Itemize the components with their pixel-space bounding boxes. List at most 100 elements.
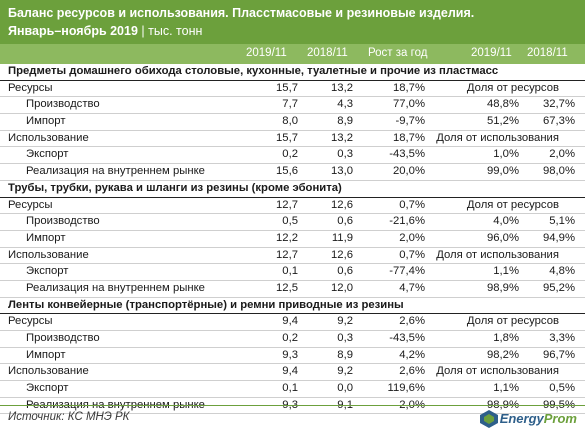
value-2018: 9,1	[337, 398, 353, 411]
value-2019: 12,2	[276, 231, 298, 244]
growth-value: -21,6%	[389, 215, 425, 228]
value-2019: 9,4	[282, 315, 298, 328]
row-label: Экспорт	[26, 148, 69, 161]
group-row: Ресурсы 15,7 13,2 18,7% Доля от ресурсов	[0, 81, 585, 98]
share-2019: 99,0%	[486, 165, 519, 178]
value-2018: 9,2	[337, 365, 353, 378]
share-2019: 96,0%	[486, 231, 519, 244]
table-row: Импорт 8,0 8,9 -9,7% 51,2% 67,3%	[0, 114, 585, 131]
share-2018: 98,0%	[542, 165, 575, 178]
share-2018: 94,9%	[542, 231, 575, 244]
row-label: Использование	[8, 365, 89, 378]
share-2018: 96,7%	[542, 348, 575, 361]
growth-value: 18,7%	[392, 81, 425, 94]
growth-value: -77,4%	[389, 265, 425, 278]
table-row: Производство 0,5 0,6 -21,6% 4,0% 5,1%	[0, 214, 585, 231]
share-header: Доля от использования	[436, 248, 559, 261]
row-label: Ресурсы	[8, 81, 53, 94]
units-label: | тыс. тонн	[141, 24, 203, 38]
row-label: Производство	[26, 98, 100, 111]
share-2019: 48,8%	[486, 98, 519, 111]
share-2018: 0,5%	[549, 382, 575, 395]
growth-value: 2,0%	[399, 231, 425, 244]
growth-value: 4,7%	[399, 281, 425, 294]
growth-value: 77,0%	[392, 98, 425, 111]
value-2019: 12,7	[276, 198, 298, 211]
share-header: Доля от ресурсов	[466, 81, 559, 94]
table-row: Реализация на внутреннем рынке 9,3 9,1 2,0%…	[0, 398, 585, 415]
share-2018: 32,7%	[542, 98, 575, 111]
table-row: Импорт 9,3 8,9 4,2% 98,2% 96,7%	[0, 348, 585, 365]
group-row: Использование 15,7 13,2 18,7% Доля от исполь…	[0, 131, 585, 148]
value-2018: 12,0	[331, 281, 353, 294]
growth-value: 0,7%	[399, 198, 425, 211]
row-label: Реализация на внутреннем рынке	[26, 165, 205, 178]
growth-value: 2,6%	[399, 365, 425, 378]
value-2019: 7,7	[282, 98, 298, 111]
share-2018: 2,0%	[549, 148, 575, 161]
value-2018: 0,6	[337, 215, 353, 228]
row-label: Реализация на внутреннем рынке	[26, 398, 205, 411]
table-row: Реализация на внутреннем рынке 12,5 12,0 4,…	[0, 281, 585, 298]
row-label: Трубы, трубки, рукава и шланги из резины…	[8, 181, 342, 194]
value-2018: 11,9	[331, 231, 353, 244]
value-2019: 12,5	[276, 281, 298, 294]
col-header-2019: 2019/11	[246, 47, 287, 59]
value-2018: 9,2	[337, 315, 353, 328]
row-label: Ресурсы	[8, 315, 53, 328]
growth-value: -43,5%	[389, 332, 425, 344]
growth-value: 119,6%	[387, 382, 425, 395]
share-header: Доля от ресурсов	[466, 198, 559, 211]
value-2018: 13,0	[331, 165, 353, 178]
column-header-row: 2019/11 2018/11 Рост за год 2019/11 2018…	[0, 44, 585, 64]
logo-text: EnergyProm	[499, 411, 577, 426]
share-2018: 4,8%	[549, 265, 575, 278]
value-2019: 12,7	[276, 248, 298, 261]
table-row: Экспорт 0,1 0,0 119,6% 1,1% 0,5%	[0, 381, 585, 398]
section-header-row: Предметы домашнего обихода столовые, кух…	[0, 64, 585, 81]
group-row: Использование 12,7 12,6 0,7% Доля от использ…	[0, 248, 585, 265]
growth-value: -43,5%	[389, 148, 425, 161]
value-2018: 12,6	[331, 198, 353, 211]
growth-value: 4,2%	[399, 348, 425, 361]
share-2019: 1,1%	[493, 382, 519, 395]
share-2019: 4,0%	[493, 215, 519, 228]
row-label: Предметы домашнего обихода столовые, кух…	[8, 65, 499, 77]
row-label: Производство	[26, 332, 100, 344]
growth-value: 20,0%	[392, 165, 425, 178]
table-subtitle: Январь–ноябрь 2019 | тыс. тонн	[8, 24, 202, 38]
value-2018: 13,2	[331, 81, 353, 94]
value-2019: 9,4	[282, 365, 298, 378]
col-header-share-2018: 2018/11	[527, 47, 568, 59]
table-row: Производство 0,2 0,3 -43,5% 1,8% 3,3%	[0, 331, 585, 348]
value-2018: 0,0	[337, 382, 353, 395]
group-row: Ресурсы 9,4 9,2 2,6% Доля от ресурсов	[0, 314, 585, 331]
balance-table: Предметы домашнего обихода столовые, кух…	[0, 64, 585, 415]
row-label: Использование	[8, 131, 89, 144]
value-2019: 0,2	[282, 332, 298, 344]
value-2019: 0,1	[282, 265, 298, 278]
col-header-share-2019: 2019/11	[471, 47, 512, 59]
table-row: Производство 7,7 4,3 77,0% 48,8% 32,7%	[0, 97, 585, 115]
table-row: Реализация на внутреннем рынке 15,6 13,0 20…	[0, 164, 585, 181]
value-2018: 0,3	[337, 332, 353, 344]
value-2018: 13,2	[331, 131, 353, 144]
row-label: Ресурсы	[8, 198, 53, 211]
row-label: Экспорт	[26, 382, 69, 395]
growth-value: 18,7%	[392, 131, 425, 144]
section-header-row: Ленты конвейерные (транспортёрные) и рем…	[0, 298, 585, 315]
row-label: Импорт	[26, 231, 66, 244]
row-label: Производство	[26, 215, 100, 228]
share-2018: 95,2%	[542, 281, 575, 294]
value-2018: 8,9	[337, 115, 353, 128]
growth-value: 0,7%	[399, 248, 425, 261]
title-bar: Баланс ресурсов и использования. Пласстм…	[0, 0, 585, 44]
row-label: Импорт	[26, 115, 66, 128]
share-2019: 51,2%	[486, 115, 519, 128]
share-2019: 98,9%	[486, 398, 519, 411]
share-header: Доля от использования	[436, 131, 559, 144]
table-title: Баланс ресурсов и использования. Пласстм…	[8, 6, 475, 20]
value-2019: 15,7	[276, 81, 298, 94]
col-header-2018: 2018/11	[307, 47, 348, 59]
share-2019: 1,8%	[493, 332, 519, 344]
